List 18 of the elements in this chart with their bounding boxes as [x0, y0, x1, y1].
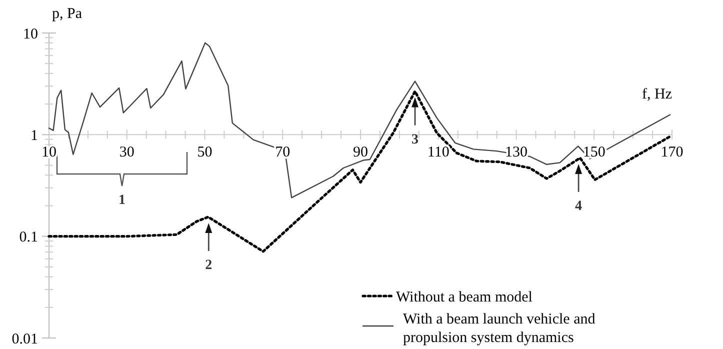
legend-label: Without a beam model [396, 289, 532, 306]
annotation: 2 [205, 258, 212, 273]
y-tick-label: 1 [30, 128, 38, 144]
x-tick-label: 30 [119, 144, 134, 161]
y-tick-label: 0.01 [12, 331, 38, 348]
legend-label: With a beam launch vehicle and propulsion system dynamics [403, 311, 596, 346]
x-tick-label: 110 [427, 144, 450, 161]
x-tick-label: 50 [197, 144, 212, 161]
y-tick-label: 0.1 [19, 230, 38, 246]
y-axis-title: p, Pa [52, 6, 82, 22]
x-tick-label: 170 [660, 144, 684, 161]
annotation: 3 [412, 132, 419, 148]
x-axis-title: f, Hz [642, 86, 672, 103]
x-tick-label: 90 [353, 144, 368, 161]
x-tick-label: 10 [42, 144, 56, 161]
annotation: 1 [118, 193, 126, 208]
y-tick-label: 10 [23, 26, 38, 42]
annotation: 4 [575, 198, 582, 214]
